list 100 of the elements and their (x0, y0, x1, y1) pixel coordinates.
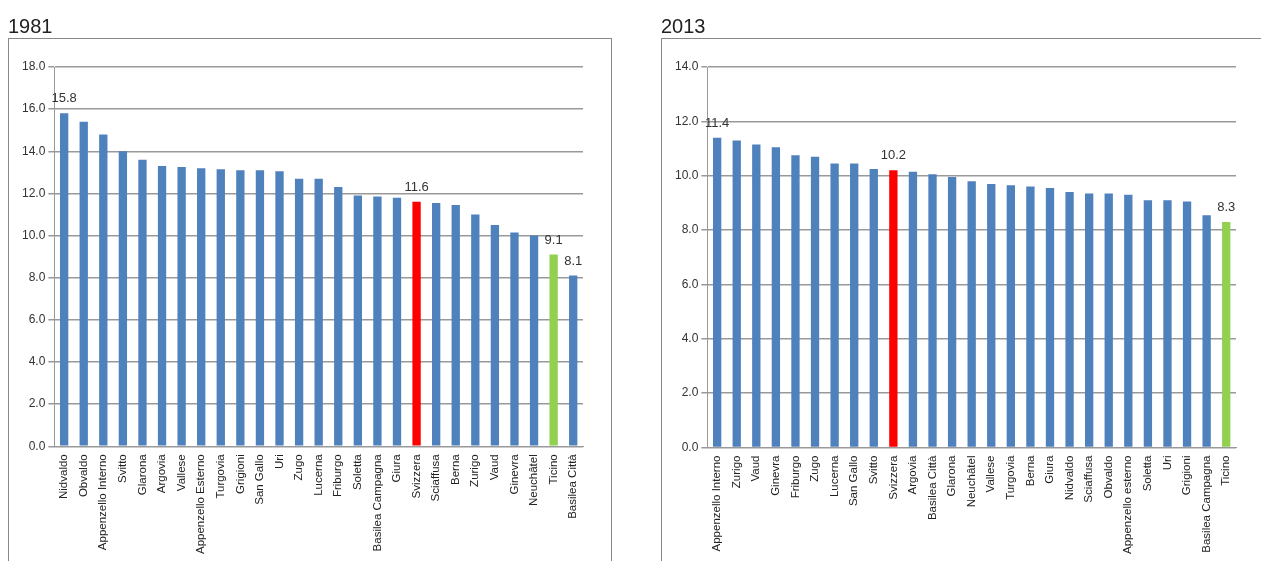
bar (314, 178, 323, 446)
bar (431, 202, 441, 446)
x-tick-label: Soletta (1141, 454, 1154, 492)
bar (1065, 192, 1074, 447)
y-tick-label: 16.0 (22, 101, 46, 116)
x-tick-label: Uri (1160, 455, 1173, 471)
y-tick-label: 8.0 (681, 222, 699, 237)
bar (928, 174, 937, 447)
x-tick-label: Grigioni (233, 454, 246, 494)
x-tick-label: Berna (448, 453, 461, 485)
x-tick-label: Appenzello esterno (1121, 455, 1134, 555)
bar (947, 177, 957, 447)
y-tick-label: 4.0 (681, 331, 699, 346)
y-tick-label: 18.0 (22, 59, 46, 74)
bar (1026, 186, 1035, 447)
bar (197, 168, 206, 446)
x-tick-label: Turgovia (1004, 454, 1017, 500)
y-tick-label: 14.0 (22, 143, 46, 158)
y-tick-label: 2.0 (28, 396, 46, 411)
x-tick-label: Basilea Città (925, 454, 938, 521)
x-tick-label: Turgovia (213, 453, 226, 499)
bar (334, 187, 343, 446)
x-tick-label: Vaud (749, 455, 762, 482)
y-tick-label: 4.0 (28, 354, 46, 369)
x-tick-label: Glarona (135, 453, 148, 496)
y-tick-label: 0.0 (28, 438, 46, 453)
bar (353, 195, 362, 446)
x-tick-label: San Gallo (847, 455, 860, 507)
x-tick-label: Appenzello Esterno (194, 454, 207, 554)
x-tick-label: Appenzello Interno (710, 455, 723, 552)
x-tick-label: Nidvaldo (57, 454, 70, 500)
bar (830, 163, 839, 447)
bar (1222, 221, 1231, 447)
x-tick-label: Basilea Campagna (370, 453, 383, 552)
x-tick-label: Argovia (155, 453, 168, 494)
bar (791, 155, 800, 447)
y-tick-label: 2.0 (681, 385, 699, 400)
bar (967, 181, 976, 447)
bar (216, 169, 225, 446)
x-tick-label: Argovia (906, 454, 919, 495)
x-tick-label: Lucerna (311, 453, 324, 496)
bar (850, 163, 859, 447)
x-tick-label: Soletta (351, 453, 364, 491)
bar (294, 178, 304, 446)
chart-title: 2013 (661, 14, 707, 38)
bar (771, 147, 781, 447)
bar (1202, 215, 1211, 447)
x-tick-label: Svitto (116, 454, 129, 484)
data-label: 8.1 (564, 252, 583, 268)
bar (1045, 187, 1055, 447)
x-tick-label: Giura (390, 453, 403, 483)
bar (752, 144, 761, 447)
bar (1084, 193, 1094, 447)
bar (59, 113, 69, 446)
bar (451, 205, 460, 446)
bar (412, 201, 421, 446)
bar (1143, 200, 1153, 447)
bar (569, 275, 578, 446)
x-tick-label: Obvaldo (1101, 455, 1114, 499)
bar (373, 196, 382, 446)
x-tick-label: Svizzera (409, 453, 422, 499)
data-label: 10.2 (880, 147, 907, 163)
chart-title: 1981 (8, 14, 54, 38)
y-tick-label: 8.0 (28, 270, 46, 285)
bar (255, 170, 265, 446)
x-tick-label: Zurigo (729, 455, 742, 489)
bar (869, 168, 878, 447)
bar (99, 134, 108, 446)
bar (1104, 193, 1113, 447)
x-tick-label: Friburgo (331, 454, 344, 498)
x-tick-label: Uri (272, 454, 285, 469)
y-tick-label: 6.0 (28, 312, 46, 327)
bar (529, 235, 539, 446)
x-tick-label: Vaud (488, 454, 501, 481)
bar (1163, 200, 1172, 447)
bar (889, 170, 898, 447)
y-tick-label: 10.0 (22, 227, 46, 242)
x-tick-label: Sciaffusa (1082, 454, 1095, 503)
x-tick-label: Vallese (174, 454, 187, 492)
y-tick-label: 0.0 (681, 439, 699, 454)
bar (732, 140, 741, 447)
x-tick-label: Svizzera (886, 454, 899, 500)
x-tick-label: Basilea Città (566, 453, 579, 519)
bar (177, 167, 186, 446)
x-tick-label: Nidvaldo (1062, 455, 1075, 501)
bar (1124, 194, 1133, 447)
x-tick-label: Basilea Campagna (1199, 454, 1212, 553)
x-tick-label: Obvaldo (76, 454, 89, 498)
x-tick-label: Svitto (866, 455, 879, 485)
bar (236, 170, 245, 446)
bar (908, 171, 918, 447)
x-tick-label: Ticino (546, 454, 559, 485)
x-tick-label: Ginevra (507, 453, 520, 495)
bar (510, 232, 519, 446)
bar (490, 225, 500, 446)
bar (1182, 201, 1192, 447)
x-tick-label: Zugo (292, 454, 305, 481)
x-tick-label: Grigioni (1180, 455, 1193, 496)
x-tick-label: Sciaffusa (429, 453, 442, 502)
bar (138, 159, 147, 446)
